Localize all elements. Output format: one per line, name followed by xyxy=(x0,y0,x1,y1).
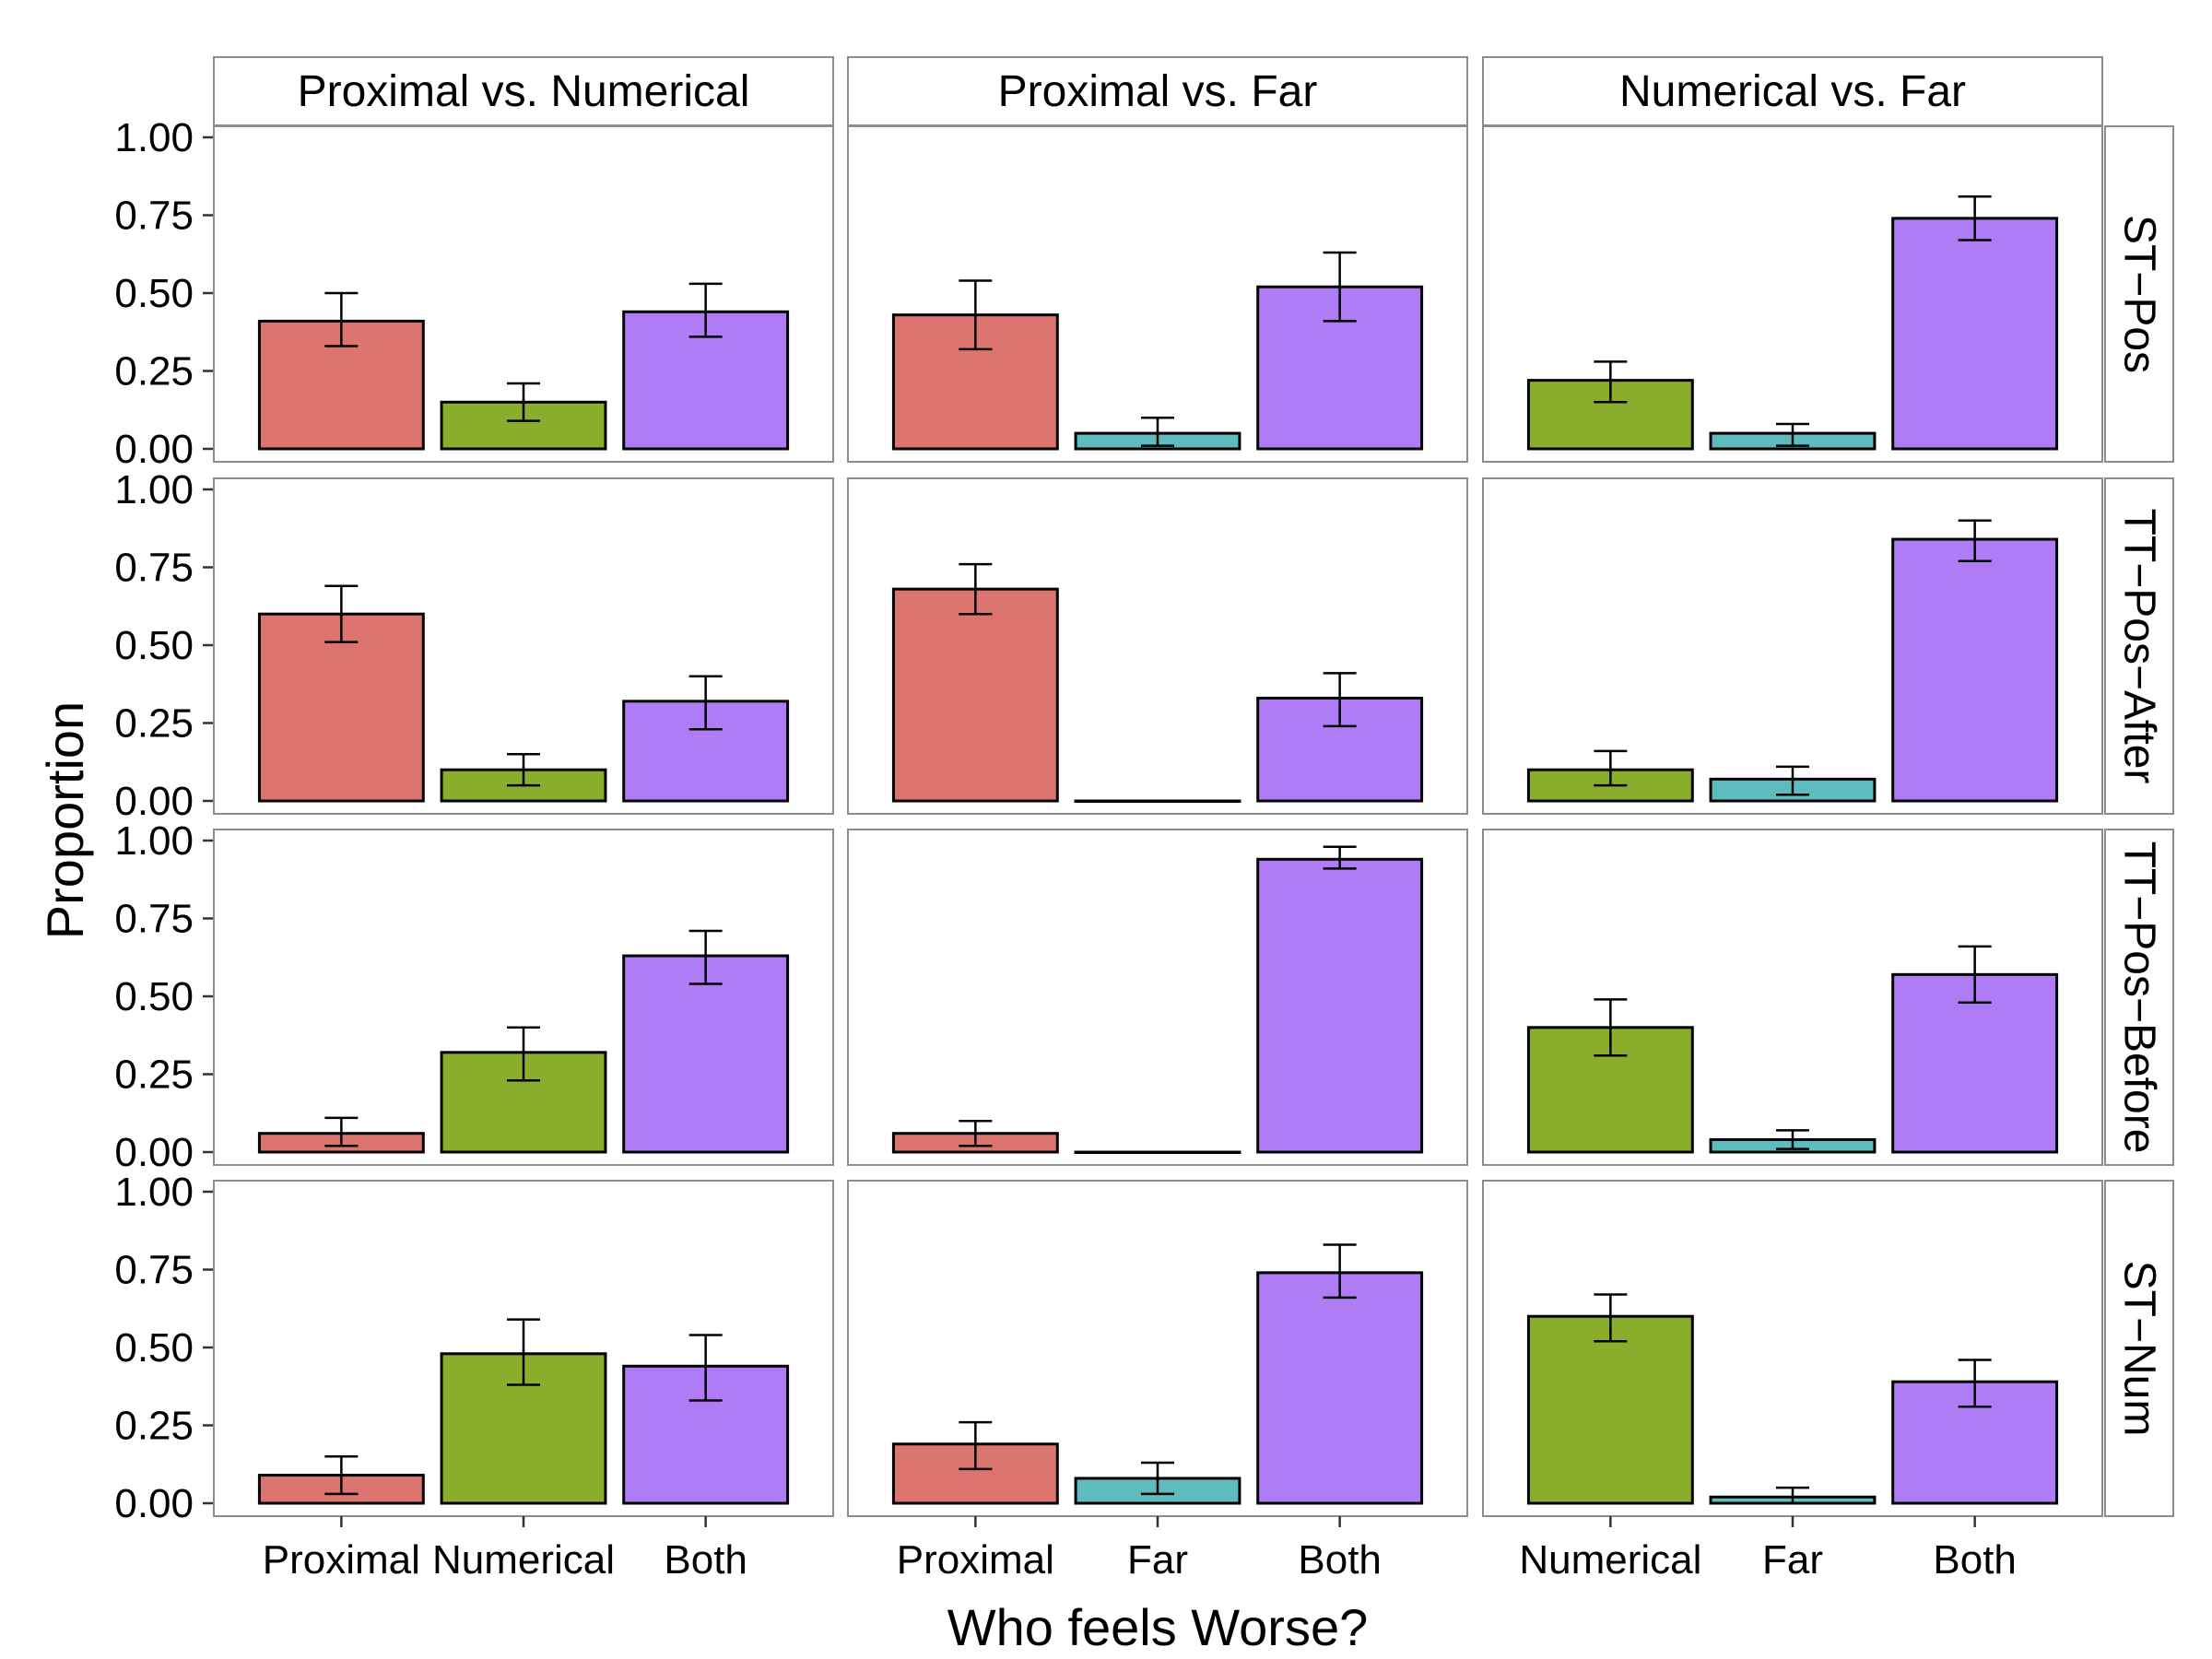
row-strip-label-1: ST−Pos xyxy=(2115,215,2164,373)
y-tick-label-row4-1: 0.00 xyxy=(114,1481,194,1526)
y-tick-label-row1-1: 0.00 xyxy=(114,427,194,472)
y-tick-label-row1-4: 0.75 xyxy=(114,194,194,239)
y-tick-label-row2-1: 0.00 xyxy=(114,779,194,824)
bar-r3-c2-far xyxy=(1076,1152,1240,1153)
y-tick-label-row2-2: 0.25 xyxy=(114,701,194,747)
bar-r3-c2-both xyxy=(1258,859,1422,1152)
x-tick-label-c1-proximal: Proximal xyxy=(263,1537,420,1583)
x-tick-label-c1-numerical: Numerical xyxy=(432,1537,615,1583)
y-tick-label-row2-4: 0.75 xyxy=(114,546,194,591)
x-tick-label-c2-far: Far xyxy=(1127,1537,1188,1583)
y-tick-label-row2-3: 0.50 xyxy=(114,623,194,668)
y-tick-label-row4-5: 1.00 xyxy=(114,1170,194,1215)
bar-r2-c3-both xyxy=(1893,539,2057,801)
x-tick-label-c2-proximal: Proximal xyxy=(897,1537,1054,1583)
y-tick-label-row3-4: 0.75 xyxy=(114,897,194,942)
y-tick-label-row1-2: 0.25 xyxy=(114,349,194,394)
bar-r3-c1-both xyxy=(624,956,788,1152)
y-tick-label-row2-5: 1.00 xyxy=(114,467,194,512)
bar-r1-c3-both xyxy=(1893,218,2057,449)
x-tick-label-c3-both: Both xyxy=(1933,1537,2017,1583)
y-tick-label-row3-5: 1.00 xyxy=(114,818,194,864)
bar-r4-c3-numerical xyxy=(1528,1316,1692,1503)
bar-r2-c2-far xyxy=(1076,801,1240,802)
y-tick-label-row4-3: 0.50 xyxy=(114,1325,194,1371)
column-strip-label-1: Proximal vs. Numerical xyxy=(298,67,750,116)
y-tick-label-row4-2: 0.25 xyxy=(114,1404,194,1449)
bar-r4-c2-both xyxy=(1258,1273,1422,1503)
x-axis-title: Who feels Worse? xyxy=(947,1598,1368,1656)
x-tick-label-c2-both: Both xyxy=(1298,1537,1382,1583)
row-strip-label-4: ST−Num xyxy=(2115,1261,2164,1437)
bar-r2-c2-proximal xyxy=(893,589,1057,801)
y-tick-label-row4-4: 0.75 xyxy=(114,1248,194,1293)
y-tick-label-row1-3: 0.50 xyxy=(114,271,194,316)
y-tick-label-row3-1: 0.00 xyxy=(114,1130,194,1175)
row-strip-label-3: TT−Pos−Before xyxy=(2115,841,2164,1154)
y-axis-title: Proportion xyxy=(36,701,94,939)
row-strip-label-2: TT−Pos−After xyxy=(2115,509,2164,784)
y-tick-label-row1-5: 1.00 xyxy=(114,115,194,160)
column-strip-label-2: Proximal vs. Far xyxy=(998,67,1318,116)
x-tick-label-c3-numerical: Numerical xyxy=(1519,1537,1701,1583)
y-tick-label-row3-2: 0.25 xyxy=(114,1053,194,1098)
column-strip-label-3: Numerical vs. Far xyxy=(1619,67,1966,116)
x-tick-label-c1-both: Both xyxy=(664,1537,747,1583)
y-tick-label-row3-3: 0.50 xyxy=(114,974,194,1019)
x-tick-label-c3-far: Far xyxy=(1762,1537,1823,1583)
